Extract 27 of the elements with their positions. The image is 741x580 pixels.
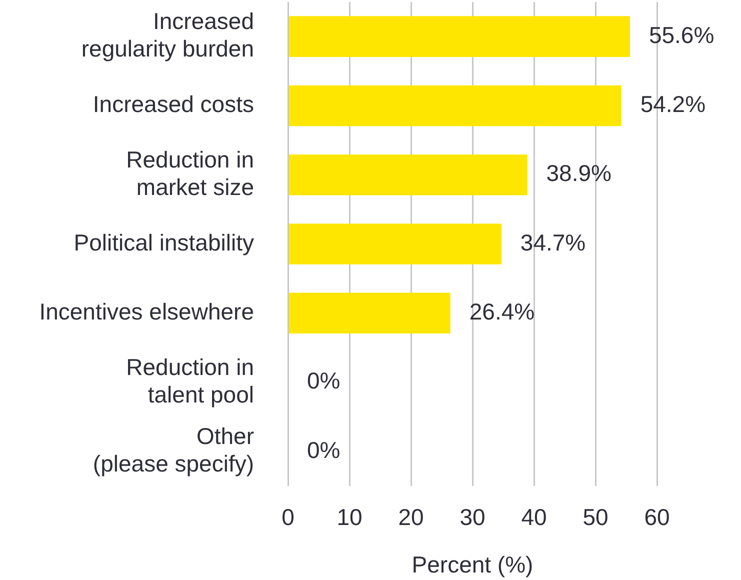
data-label: 26.4%: [469, 298, 535, 324]
y-tick-label: Incentives elsewhere: [39, 298, 254, 324]
y-tick-label: Increased regularity burden: [81, 8, 254, 62]
x-tick-label: 40: [521, 504, 547, 530]
bar: [288, 85, 622, 126]
data-label: 0%: [307, 436, 340, 463]
data-label: 34.7%: [520, 229, 586, 256]
data-label: 38.9%: [546, 160, 612, 186]
y-tick-label: Other (please specify): [92, 422, 254, 477]
x-tick-label: 60: [644, 504, 670, 530]
y-tick-label: Political instability: [74, 229, 254, 256]
data-label: 0%: [307, 368, 340, 394]
x-tick-label: 20: [398, 504, 424, 530]
data-label: 55.6%: [648, 22, 714, 48]
x-tick-label: 50: [582, 504, 608, 530]
x-tick-label: 10: [336, 504, 362, 530]
x-axis-title: Percent (%): [412, 552, 534, 578]
x-tick-label: 30: [460, 504, 486, 530]
bar: [288, 292, 450, 334]
bar: [288, 154, 528, 196]
bar: [288, 224, 502, 264]
y-tick-label: Reduction in market size: [126, 146, 254, 200]
y-tick-label: Reduction in talent pool: [126, 354, 254, 408]
x-tick-label: 0: [282, 504, 294, 530]
y-tick-label: Increased costs: [92, 91, 254, 118]
data-label: 54.2%: [640, 91, 706, 118]
bar: [288, 16, 630, 57]
